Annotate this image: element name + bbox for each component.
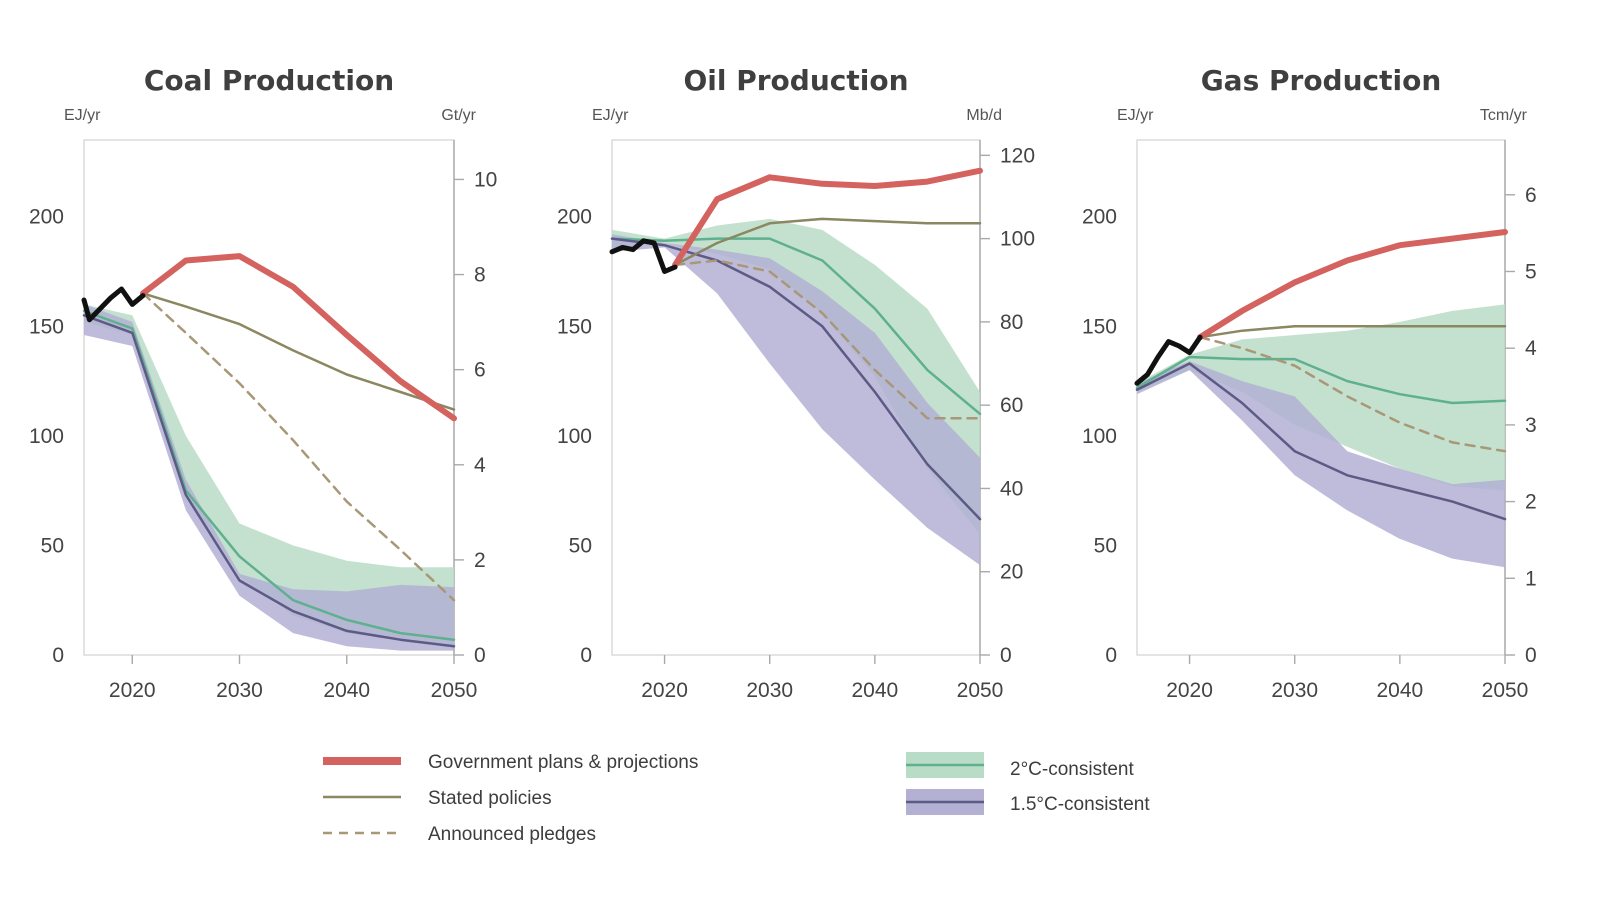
x-tick-label: 2050 <box>957 679 1004 702</box>
band-2c-consistent <box>612 218 980 535</box>
left-axis-unit: EJ/yr <box>64 107 101 124</box>
line-announced-pledges <box>673 259 982 420</box>
right-tick-label: 120 <box>1000 144 1035 167</box>
x-tick-label: 2020 <box>641 679 688 702</box>
right-tick-label: 2 <box>1525 491 1537 514</box>
line-historical <box>1134 334 1203 386</box>
left-axis-unit: EJ/yr <box>592 107 629 124</box>
chart-title: Oil Production <box>683 64 908 97</box>
legend: Government plans & projections Stated po… <box>323 752 1150 845</box>
left-tick-label: 200 <box>29 206 64 229</box>
line-1-5c-consistent <box>610 237 982 521</box>
line-1-5c-consistent <box>1135 362 1507 521</box>
x-tick-label: 2030 <box>746 679 793 702</box>
legend-2c-label: 2°C-consistent <box>1010 759 1134 780</box>
line-historical <box>609 238 678 274</box>
line-announced-pledges <box>1198 335 1507 453</box>
band-1-5c-consistent <box>84 304 454 651</box>
chart-panel-1: Coal Production EJ/yr Gt/yr 0 50 100 150 200 0 2 4… <box>29 64 497 702</box>
legend-15c-label: 1.5°C-consistent <box>1010 794 1150 815</box>
left-tick-label: 50 <box>41 534 64 557</box>
line-stated-policies <box>1198 325 1507 339</box>
line-stated-policies <box>141 292 456 411</box>
right-axis-unit: Gt/yr <box>441 107 476 124</box>
legend-stated-label: Stated policies <box>428 788 552 809</box>
right-tick-label: 0 <box>474 644 486 667</box>
right-axis-unit: Tcm/yr <box>1480 107 1528 124</box>
band-1-5c-consistent <box>612 234 980 566</box>
line-government-plans <box>1197 229 1508 341</box>
right-tick-label: 100 <box>1000 228 1035 251</box>
right-tick-label: 10 <box>474 168 497 191</box>
line-2c-consistent <box>610 237 982 416</box>
left-tick-label: 200 <box>557 206 592 229</box>
x-tick-label: 2040 <box>1376 679 1423 702</box>
legend-government-label: Government plans & projections <box>428 752 698 773</box>
right-tick-label: 6 <box>474 359 486 382</box>
left-tick-label: 0 <box>52 644 64 667</box>
line-2c-consistent <box>1135 355 1507 405</box>
left-tick-label: 0 <box>580 644 592 667</box>
left-tick-label: 150 <box>29 315 64 338</box>
right-tick-label: 1 <box>1525 567 1537 590</box>
right-tick-label: 0 <box>1525 644 1537 667</box>
line-2c-consistent <box>82 309 456 641</box>
right-tick-label: 40 <box>1000 477 1023 500</box>
line-stated-policies <box>673 217 982 267</box>
chart-title: Gas Production <box>1201 64 1442 97</box>
x-tick-label: 2050 <box>431 679 478 702</box>
x-tick-label: 2020 <box>109 679 156 702</box>
right-tick-label: 6 <box>1525 184 1537 207</box>
x-tick-label: 2020 <box>1166 679 1213 702</box>
line-announced-pledges <box>141 292 456 602</box>
line-government-plans <box>140 253 457 422</box>
right-tick-label: 4 <box>474 454 486 477</box>
right-tick-label: 20 <box>1000 561 1023 584</box>
right-tick-label: 0 <box>1000 644 1012 667</box>
right-tick-label: 80 <box>1000 311 1023 334</box>
line-historical <box>81 286 146 323</box>
left-tick-label: 50 <box>1094 534 1117 557</box>
line-1-5c-consistent <box>82 314 456 648</box>
line-government-plans <box>672 167 983 268</box>
left-tick-label: 150 <box>1082 315 1117 338</box>
left-axis-unit: EJ/yr <box>1117 107 1154 124</box>
right-axis-unit: Mb/d <box>966 107 1002 124</box>
x-tick-label: 2050 <box>1482 679 1529 702</box>
left-tick-label: 100 <box>557 425 592 448</box>
x-tick-label: 2030 <box>216 679 263 702</box>
right-tick-label: 60 <box>1000 394 1023 417</box>
chart-panel-3: Gas Production EJ/yr Tcm/yr 0 50 100 150 200 0 1 2… <box>1082 64 1537 702</box>
right-tick-label: 5 <box>1525 260 1537 283</box>
left-tick-label: 0 <box>1105 644 1117 667</box>
left-tick-label: 200 <box>1082 206 1117 229</box>
left-tick-label: 100 <box>29 425 64 448</box>
x-tick-label: 2030 <box>1271 679 1318 702</box>
chart-title: Coal Production <box>144 64 394 97</box>
right-tick-label: 8 <box>474 264 486 287</box>
right-tick-label: 2 <box>474 549 486 572</box>
x-tick-label: 2040 <box>851 679 898 702</box>
left-tick-label: 150 <box>557 315 592 338</box>
legend-pledges-label: Announced pledges <box>428 824 596 845</box>
band-2c-consistent <box>1137 304 1505 491</box>
right-tick-label: 4 <box>1525 337 1537 360</box>
right-tick-label: 3 <box>1525 414 1537 437</box>
left-tick-label: 50 <box>569 534 592 557</box>
x-tick-label: 2040 <box>323 679 370 702</box>
left-tick-label: 100 <box>1082 425 1117 448</box>
